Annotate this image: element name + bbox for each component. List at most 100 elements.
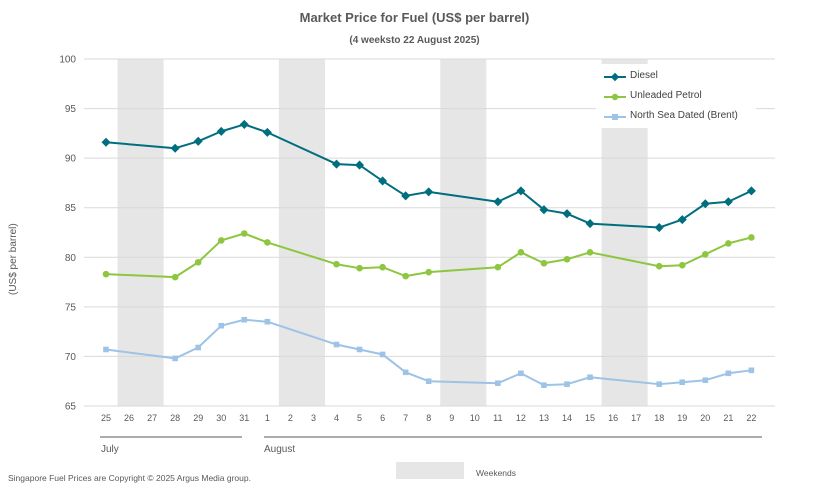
data-point <box>425 378 432 385</box>
data-point <box>518 370 524 377</box>
weekend-band <box>117 59 164 406</box>
x-tick-label: 20 <box>700 413 710 423</box>
data-point <box>679 379 686 386</box>
legend-label: North Sea Dated (Brent) <box>630 110 738 121</box>
x-tick-label: 4 <box>334 413 339 423</box>
y-axis-label: (US$ per barrel) <box>8 223 19 295</box>
x-tick-label: 11 <box>493 413 502 423</box>
x-tick-label: 26 <box>124 413 134 423</box>
data-point <box>356 264 363 272</box>
data-point <box>654 223 664 233</box>
x-tick-label: 8 <box>426 413 431 423</box>
data-point <box>425 268 433 276</box>
data-point <box>702 377 709 384</box>
data-point <box>216 126 226 136</box>
data-point <box>218 322 225 329</box>
data-point <box>333 341 340 348</box>
data-point <box>170 143 180 153</box>
x-tick-label: 28 <box>170 413 180 423</box>
x-tick-label: 3 <box>311 413 316 423</box>
data-point <box>172 355 178 362</box>
data-point <box>262 127 272 137</box>
x-tick-label: 9 <box>449 413 454 423</box>
data-point <box>494 263 502 271</box>
x-tick-labels: 25 26 27 28 29 30 31 1 2 3 4 5 6 7 8 9 10 11 12 13 14 15 16 17 1… <box>101 413 756 423</box>
x-tick-label: 30 <box>216 413 226 423</box>
data-point <box>239 119 249 129</box>
data-point <box>586 249 594 256</box>
y-tick-label: 65 <box>65 402 77 413</box>
data-point <box>356 346 363 353</box>
data-point <box>725 370 732 377</box>
brent-legend-marker <box>604 114 626 120</box>
x-tick-label: 16 <box>608 413 618 423</box>
series-line <box>105 318 752 387</box>
data-point <box>748 367 755 374</box>
data-point <box>355 160 365 170</box>
y-tick-label: 80 <box>65 253 77 264</box>
chart-subtitle: (4 weeksto 22 August 2025) <box>349 35 480 46</box>
x-tick-label: 10 <box>470 413 480 423</box>
data-point <box>656 381 662 387</box>
y-tick-label: 95 <box>65 104 77 115</box>
petrol-legend-marker <box>604 93 626 101</box>
data-point <box>102 270 110 278</box>
series-lines <box>105 123 752 387</box>
data-point <box>241 230 248 237</box>
data-point <box>587 374 593 381</box>
x-tick-label: 12 <box>516 413 526 423</box>
data-point <box>748 234 755 241</box>
series-line <box>105 123 752 229</box>
x-tick-label: 25 <box>101 413 111 423</box>
month-label-august: August <box>264 444 296 455</box>
month-label-july: July <box>101 444 119 455</box>
data-point <box>402 272 409 280</box>
data-point <box>331 159 342 169</box>
data-point <box>241 316 248 323</box>
data-point <box>264 239 271 246</box>
data-point <box>195 344 201 351</box>
data-point <box>723 197 733 207</box>
x-tick-label: 6 <box>380 413 385 423</box>
weekend-band <box>278 59 325 406</box>
y-tick-label: 100 <box>59 55 76 66</box>
data-point <box>725 240 732 247</box>
data-point <box>517 249 525 256</box>
data-point <box>217 237 225 244</box>
data-point <box>194 258 202 266</box>
data-point <box>562 209 572 219</box>
legend-label: Unleaded Petrol <box>630 90 702 101</box>
x-tick-label: 13 <box>539 413 549 423</box>
data-point <box>171 273 179 281</box>
data-point <box>103 346 109 353</box>
x-tick-label: 17 <box>631 413 641 423</box>
y-tick-labels: 65 70 75 80 85 90 95 100 <box>59 55 76 413</box>
data-point <box>424 187 434 197</box>
x-tick-label: 19 <box>677 413 687 423</box>
data-point <box>678 261 686 269</box>
copyright-note: Singapore Fuel Prices are Copyright © 20… <box>8 473 251 483</box>
x-tick-label: 15 <box>585 413 595 423</box>
y-tick-label: 85 <box>65 203 77 214</box>
x-tick-label: 27 <box>147 413 157 423</box>
data-point <box>746 186 756 196</box>
y-tick-label: 70 <box>65 352 77 363</box>
data-point <box>540 259 548 267</box>
x-tick-label: 14 <box>562 413 572 423</box>
data-point <box>493 197 503 207</box>
y-axis-label-wrap: (US$ per barrel) <box>8 223 22 305</box>
data-point <box>402 369 409 376</box>
data-point <box>101 137 111 147</box>
diesel-legend-marker <box>604 72 626 82</box>
data-point <box>333 260 340 268</box>
legend: Diesel Unleaded Petrol North Sea Dated (… <box>596 64 756 128</box>
x-tick-label: 22 <box>746 413 756 423</box>
data-point <box>702 251 709 258</box>
x-tick-label: 5 <box>357 413 362 423</box>
data-point <box>495 380 501 386</box>
x-tick-label: 21 <box>723 413 733 423</box>
data-point <box>655 262 663 270</box>
x-tick-label: 7 <box>403 413 408 423</box>
weekend-band <box>440 59 487 406</box>
weekend-key-swatch <box>396 462 464 479</box>
